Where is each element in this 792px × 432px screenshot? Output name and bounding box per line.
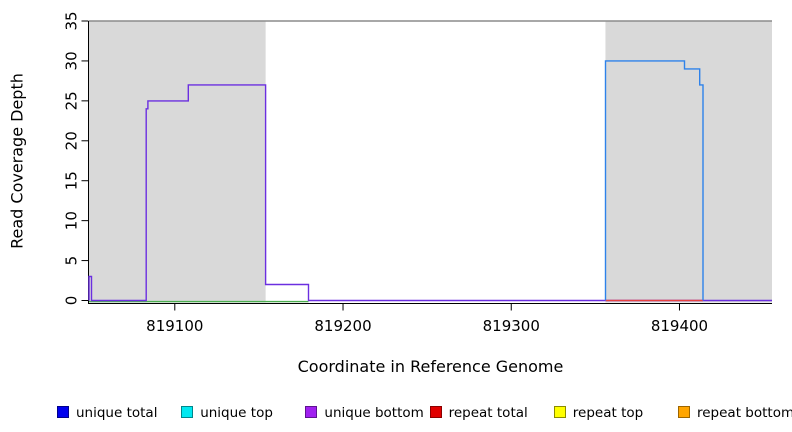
legend-swatch-unique-top <box>181 406 194 418</box>
legend-swatch-repeat-total <box>429 406 442 418</box>
series-unique-total-right-block <box>604 60 704 301</box>
legend-label: unique bottom <box>324 405 424 421</box>
legend-item-unique-total: unique total <box>57 402 158 421</box>
legend-item-unique-top: unique top <box>181 402 273 421</box>
x-tick-label: 819100 <box>146 317 203 335</box>
x-axis-title: Coordinate in Reference Genome <box>297 357 564 376</box>
legend-swatch-repeat-bottom <box>678 406 690 418</box>
y-tick-label: 30 <box>63 51 81 70</box>
legend-label: unique top <box>200 405 273 421</box>
legend-item-repeat-bottom: repeat bottom <box>678 402 792 421</box>
legend-item-unique-bottom: unique bottom <box>305 402 424 421</box>
repeat-region-right <box>605 21 772 303</box>
legend-label: unique total <box>76 405 158 421</box>
y-tick-label: 25 <box>63 91 81 110</box>
x-tick-label: 819400 <box>651 317 708 335</box>
legend-swatch-unique-total <box>57 406 69 418</box>
legend-item-repeat-top: repeat top <box>553 402 644 421</box>
legend-label: repeat top <box>572 405 644 421</box>
y-axis-title: Read Coverage Depth <box>7 73 27 249</box>
x-tick-label: 819300 <box>483 317 540 335</box>
series-unique-coverage-left-block <box>88 84 772 302</box>
y-tick-label: 0 <box>63 296 81 306</box>
legend-label: repeat bottom <box>697 405 792 421</box>
legend-label: repeat total <box>448 405 528 421</box>
legend-swatch-unique-bottom <box>305 406 318 418</box>
y-tick-label: 5 <box>63 256 81 266</box>
y-tick-label: 20 <box>63 131 81 150</box>
legend-item-repeat-total: repeat total <box>429 402 528 421</box>
legend: unique total unique top unique bottom repea… <box>0 398 792 424</box>
x-tick-label: 819200 <box>314 317 371 335</box>
y-tick-label: 35 <box>63 11 81 30</box>
y-tick-label: 15 <box>63 171 81 190</box>
legend-swatch-repeat-top <box>553 406 566 418</box>
repeat-region-left <box>89 21 266 303</box>
y-tick-label: 10 <box>63 211 81 230</box>
